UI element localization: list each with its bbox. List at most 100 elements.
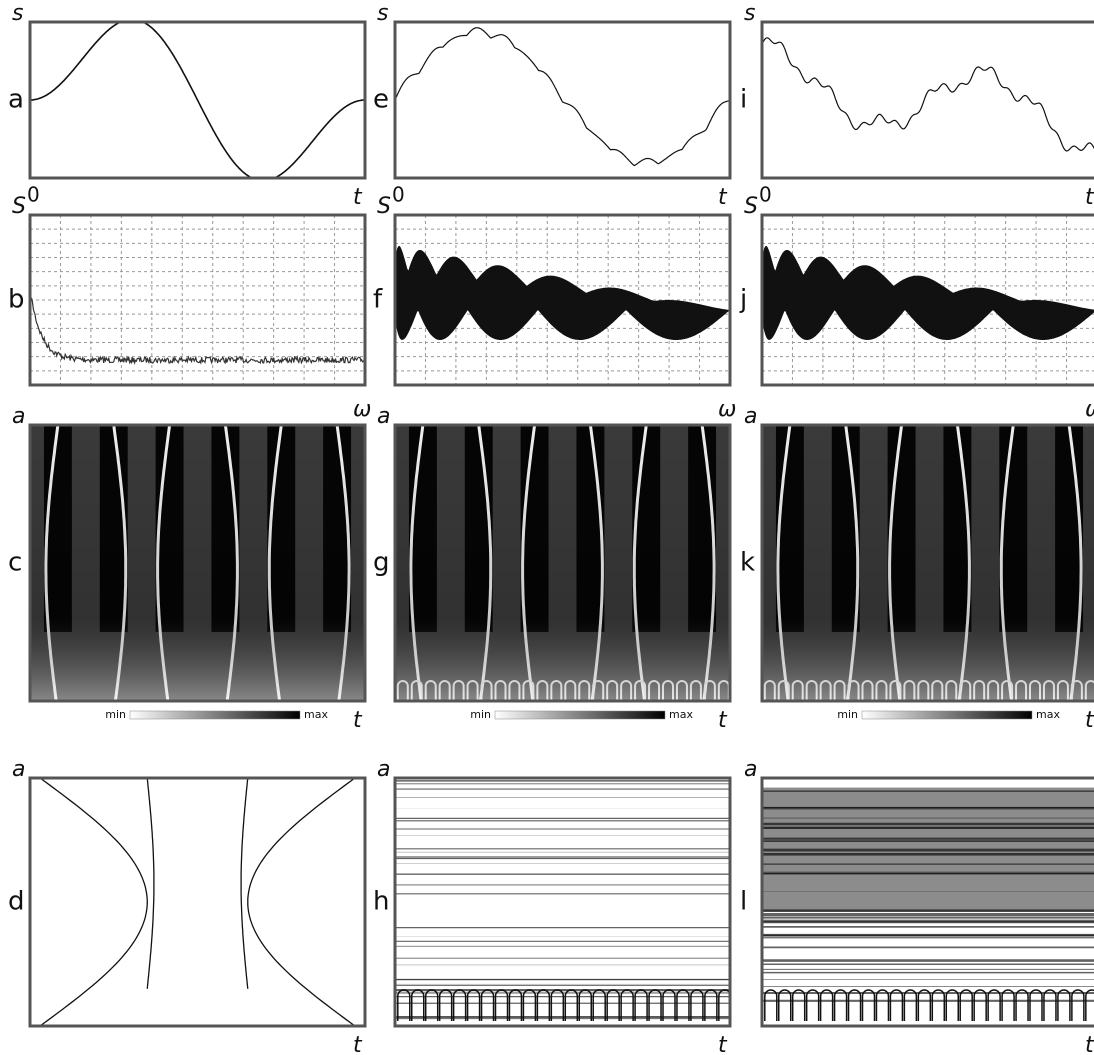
panel: lat bbox=[740, 757, 1094, 1055]
frame bbox=[762, 22, 1094, 178]
panel-letter: j bbox=[739, 285, 747, 315]
ridge bbox=[248, 778, 355, 1026]
arch bbox=[849, 990, 861, 1021]
arch bbox=[807, 990, 819, 1021]
arch bbox=[765, 990, 777, 1021]
arch bbox=[1002, 990, 1014, 1021]
x-axis-label: t bbox=[353, 708, 363, 733]
figure: ast0est0ist0bSωfSωjSωminmaxcatminmaxgatm… bbox=[0, 0, 1094, 1055]
ridge bbox=[147, 778, 154, 989]
y-axis-label: S bbox=[377, 194, 391, 219]
panel-content bbox=[762, 425, 1094, 701]
frame bbox=[395, 778, 730, 1026]
panel-letter: a bbox=[8, 85, 24, 115]
x-origin: 0 bbox=[759, 183, 772, 207]
arch bbox=[974, 990, 986, 1021]
y-axis-label: a bbox=[12, 757, 25, 782]
texture bbox=[762, 788, 1094, 912]
arch bbox=[1086, 990, 1094, 1021]
ridge bbox=[40, 778, 147, 1026]
y-axis-label: s bbox=[377, 1, 388, 26]
panel-letter: g bbox=[373, 548, 390, 578]
arch bbox=[1030, 990, 1042, 1021]
colorbar bbox=[130, 711, 300, 719]
arch bbox=[1072, 990, 1084, 1021]
panel-content bbox=[762, 787, 1094, 1021]
panel-content bbox=[395, 781, 731, 1021]
panel-content bbox=[30, 215, 365, 385]
y-axis-label: a bbox=[744, 404, 757, 429]
panel-content bbox=[762, 38, 1094, 153]
y-axis-label: S bbox=[744, 194, 758, 219]
panel-letter: f bbox=[373, 285, 383, 315]
spectrum bbox=[395, 246, 730, 340]
signal bbox=[30, 19, 365, 180]
panel: h a t bbox=[373, 757, 731, 1055]
spectrum bbox=[762, 246, 1094, 340]
x-axis-label: ω bbox=[718, 397, 736, 422]
panel-letter: b bbox=[8, 285, 25, 315]
arch bbox=[890, 990, 902, 1021]
panel-letter: e bbox=[373, 85, 389, 115]
colorbar-min: min bbox=[837, 708, 858, 721]
signal bbox=[395, 28, 730, 166]
x-axis-label: t bbox=[353, 1033, 363, 1055]
panel-letter: d bbox=[8, 887, 25, 917]
arch bbox=[918, 990, 930, 1021]
ridge bbox=[241, 778, 248, 989]
panel-content bbox=[30, 425, 365, 701]
spectrum bbox=[30, 287, 365, 363]
panel-content bbox=[395, 215, 730, 385]
shade bbox=[762, 425, 1094, 701]
arch bbox=[960, 990, 972, 1021]
shade bbox=[395, 425, 730, 701]
arch bbox=[932, 990, 944, 1021]
arch bbox=[904, 990, 916, 1021]
panel-content bbox=[762, 215, 1094, 385]
x-axis-label: t bbox=[718, 708, 728, 733]
x-axis-label: t bbox=[718, 1033, 728, 1055]
panel-content bbox=[395, 28, 730, 166]
shade bbox=[30, 425, 365, 701]
frame bbox=[30, 778, 365, 1026]
arch bbox=[821, 990, 833, 1021]
arch bbox=[946, 990, 958, 1021]
x-axis-label: ω bbox=[353, 397, 371, 422]
panel-content bbox=[395, 425, 730, 701]
y-axis-label: a bbox=[377, 757, 390, 782]
arch bbox=[1044, 990, 1056, 1021]
panel-letter: h bbox=[373, 887, 389, 917]
colorbar bbox=[495, 711, 665, 719]
panel-content bbox=[40, 778, 355, 1026]
panel-content bbox=[30, 19, 365, 180]
panel-letter: l bbox=[740, 887, 747, 917]
panel-letter: k bbox=[740, 548, 755, 578]
arch bbox=[863, 990, 875, 1021]
y-axis-label: S bbox=[12, 194, 26, 219]
signal bbox=[762, 38, 1094, 153]
panel: b Sω bbox=[8, 194, 371, 422]
panel: j Sω bbox=[739, 194, 1094, 422]
colorbar-min: min bbox=[105, 708, 126, 721]
x-axis-label: t bbox=[1085, 185, 1094, 210]
colorbar bbox=[862, 711, 1032, 719]
x-axis-label: ω bbox=[1085, 397, 1094, 422]
colorbar-min: min bbox=[470, 708, 491, 721]
arch bbox=[988, 990, 1000, 1021]
x-axis-label: t bbox=[353, 185, 363, 210]
panel: ist0 bbox=[740, 1, 1094, 210]
y-axis-label: a bbox=[12, 404, 25, 429]
panel: d a t bbox=[8, 757, 365, 1055]
x-axis-label: t bbox=[718, 185, 728, 210]
panel-letter: c bbox=[8, 548, 22, 578]
x-origin: 0 bbox=[27, 183, 40, 207]
x-axis-label: t bbox=[1085, 708, 1094, 733]
y-axis-label: s bbox=[744, 1, 755, 26]
panel: f Sω bbox=[373, 194, 736, 422]
y-axis-label: a bbox=[744, 757, 757, 782]
arch bbox=[835, 990, 847, 1021]
arch bbox=[876, 990, 888, 1021]
